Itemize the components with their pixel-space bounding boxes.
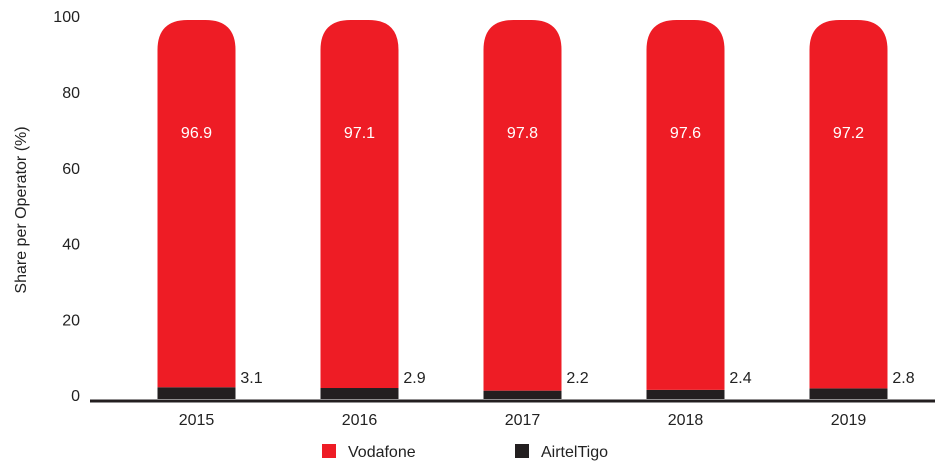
value-label: 97.6 [670,125,701,142]
bar-segment [321,20,399,388]
x-tick-label: 2017 [505,412,541,429]
x-tick-label: 2016 [342,412,378,429]
chart: Share per Operator (%) 0 20 40 60 80 100 2015 3… [0,0,940,463]
bar-segment [647,390,725,399]
x-tick-label: 2015 [179,412,215,429]
legend-swatch [515,444,529,458]
legend-label: Vodafone [348,444,416,461]
bar-segment [647,20,725,390]
y-tick-label: 80 [62,85,80,102]
bar-segment [158,387,236,399]
bar-segment [484,20,562,391]
y-tick-label: 20 [62,312,80,329]
bar-segment [810,20,888,388]
bar-segment [810,388,888,399]
legend-label: AirtelTigo [541,444,608,461]
value-label: 3.1 [240,370,262,387]
y-tick-label: 60 [62,161,80,178]
value-label: 97.8 [507,125,538,142]
bar-segment [484,391,562,399]
bar-segment [321,388,399,399]
legend-swatch [322,444,336,458]
value-label: 2.2 [566,370,588,387]
y-tick-label: 0 [71,388,80,405]
value-label: 96.9 [181,125,212,142]
value-label: 2.8 [892,370,914,387]
x-tick-label: 2018 [668,412,704,429]
x-tick-label: 2019 [831,412,867,429]
value-label: 2.9 [403,370,425,387]
value-label: 97.2 [833,125,864,142]
y-tick-label: 100 [53,9,80,26]
value-label: 2.4 [729,370,751,387]
bar-segment [158,20,236,387]
y-tick-label: 40 [62,237,80,254]
y-axis-label: Share per Operator (%) [13,126,30,293]
value-label: 97.1 [344,125,375,142]
